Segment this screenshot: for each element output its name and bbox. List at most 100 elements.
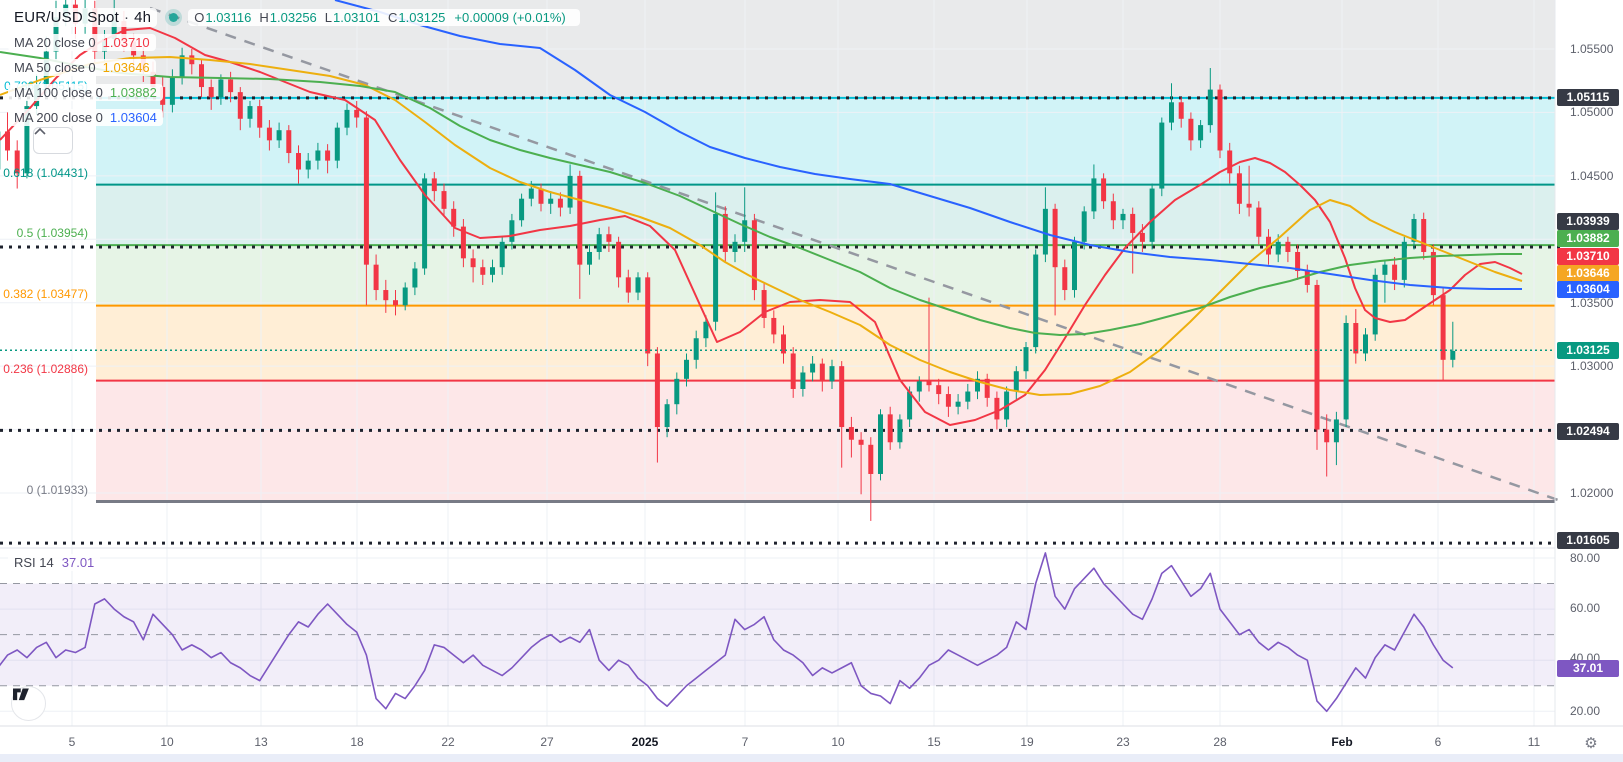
symbol-title: EUR/USD Spot	[14, 8, 119, 26]
candle-body	[393, 300, 398, 306]
candle-body	[1392, 264, 1398, 280]
chart-legend: EUR/USD Spot · 4h O 1.03116 H 1.03256 L 1.031…	[8, 6, 580, 131]
candle-body	[334, 127, 340, 161]
candle-body	[247, 106, 253, 119]
candle-body	[228, 79, 234, 93]
candle-body	[1440, 295, 1446, 360]
ohlc-l-label: L	[324, 9, 333, 25]
candle-body	[509, 220, 515, 242]
price-badge-1.03882: 1.03882	[1557, 229, 1619, 247]
ma200-line	[334, 0, 1522, 290]
candle-body	[1207, 89, 1213, 126]
candle-body	[916, 381, 922, 392]
tradingview-logo[interactable]	[11, 686, 46, 721]
candle-body	[1130, 213, 1136, 233]
time-axis-label: 5	[68, 735, 76, 749]
candle-body	[781, 334, 786, 354]
ma-legend-label: MA 100 close 0	[14, 84, 103, 100]
candle-body	[305, 160, 311, 170]
candle-body	[1236, 173, 1242, 204]
time-axis-label: 28	[1213, 735, 1227, 749]
ma-legend-row[interactable]: MA 50 close 0 1.03646	[8, 56, 580, 78]
ohlc-l-value: 1.03101	[333, 9, 381, 25]
candle-body	[1363, 334, 1368, 354]
time-axis-label: 10	[160, 735, 174, 749]
candle-body	[1178, 102, 1184, 119]
candle-body	[1353, 323, 1359, 354]
candle-body	[703, 321, 709, 339]
fib-label-0.382: 0.382 (1.03477)	[3, 286, 88, 301]
candle-body	[829, 366, 835, 382]
chevron-up-icon	[34, 128, 46, 135]
candle-body	[276, 130, 282, 141]
price-axis[interactable]: 1.05500 1.05000 1.04500 1.03500 1.03000 1.020…	[1555, 0, 1623, 726]
candle-body	[1149, 188, 1155, 242]
candle-body	[1401, 241, 1407, 280]
ohlc-h-label: H	[259, 9, 269, 25]
candle-body	[907, 391, 913, 420]
candle-body	[373, 264, 379, 291]
time-axis[interactable]: 5 10 13 18 22 27 2025 7 10 15 19 23 28 Feb 6 11	[0, 726, 1623, 762]
candle-body	[344, 109, 350, 128]
candle-body	[713, 213, 719, 322]
ohlc-c-label: C	[388, 9, 398, 25]
candle-body	[800, 372, 806, 389]
candle-body	[897, 419, 903, 443]
ma-legend-row[interactable]: MA 100 close 0 1.03882	[8, 81, 580, 103]
candle-body	[1101, 178, 1107, 202]
pane-collapse-button[interactable]	[33, 127, 73, 154]
candle-body	[1052, 208, 1058, 268]
candle-body	[790, 353, 796, 389]
candle-body	[441, 191, 447, 209]
axis-price-label: 1.02000	[1570, 486, 1614, 500]
fib-band	[96, 380, 1555, 502]
time-axis-label: 2025	[631, 735, 659, 749]
candle-body	[606, 234, 612, 242]
symbol-legend-row[interactable]: EUR/USD Spot · 4h O 1.03116 H 1.03256 L 1.031…	[8, 6, 580, 28]
price-badge-1.03125: 1.03125	[1557, 341, 1619, 359]
candle-body	[257, 106, 263, 128]
candle-body	[848, 427, 854, 440]
candle-body	[528, 188, 534, 199]
time-axis-label: 23	[1116, 735, 1130, 749]
ohlc-o-label: O	[194, 9, 205, 25]
rsi-legend[interactable]: RSI 14 37.01	[8, 554, 101, 572]
candle-body	[412, 268, 418, 288]
time-axis-label: 11	[1527, 735, 1541, 749]
candle-body	[538, 188, 544, 204]
candle-body	[1023, 347, 1029, 372]
candle-body	[1042, 208, 1048, 255]
candle-body	[451, 208, 457, 227]
ma-legend-row[interactable]: MA 200 close 0 1.03604	[8, 106, 580, 128]
candle-body	[810, 363, 816, 373]
axis-price-label: 1.03500	[1570, 296, 1614, 310]
ma-legend-row[interactable]: MA 20 close 0 1.03710	[8, 31, 580, 53]
candle-body	[1110, 201, 1116, 221]
gear-icon[interactable]: ⚙	[1584, 734, 1598, 752]
candle-body	[955, 401, 961, 407]
candle-body	[587, 251, 592, 265]
candle-body	[1013, 371, 1019, 392]
candle-body	[557, 198, 563, 208]
axis-price-label: 1.03000	[1570, 359, 1614, 373]
candle-body	[354, 109, 360, 118]
candle-body	[878, 414, 883, 474]
candle-body	[296, 153, 301, 170]
candle-body	[189, 55, 195, 65]
candle-body	[819, 363, 825, 382]
ma-legend-label: MA 50 close 0	[14, 59, 96, 75]
price-badge-1.02494: 1.02494	[1557, 422, 1619, 440]
axis-price-label: 60.00	[1570, 601, 1601, 615]
fib-label-0: 0 (1.01933)	[26, 482, 88, 497]
axis-price-label: 1.05500	[1570, 42, 1614, 56]
axis-price-label: 80.00	[1570, 551, 1601, 565]
candle-body	[1256, 207, 1262, 237]
fib-label-0.618: 0.618 (1.04431)	[3, 165, 88, 180]
candle-body	[1324, 429, 1330, 443]
price-badge-37.01: 37.01	[1557, 659, 1619, 677]
candle-body	[1198, 125, 1204, 141]
candle-body	[470, 258, 476, 268]
candle-body	[519, 198, 525, 221]
tradingview-logo-icon	[13, 688, 29, 701]
